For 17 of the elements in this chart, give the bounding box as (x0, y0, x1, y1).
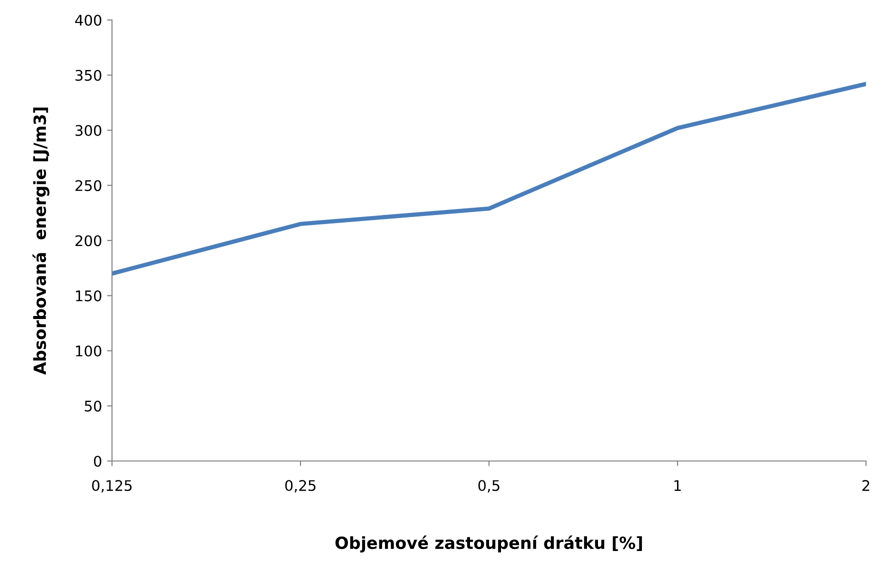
x-tick-label: 1 (674, 480, 681, 491)
x-tick-label: 0,5 (478, 480, 500, 493)
y-tick-label: 50 (84, 400, 102, 412)
y-tick-label: 350 (76, 70, 102, 81)
line-series (112, 82, 866, 276)
y-tick-label: 200 (76, 235, 102, 246)
y-tick-label: 250 (76, 180, 102, 192)
y-tick-label: 0 (94, 456, 102, 467)
y-tick-label: 300 (76, 124, 102, 136)
x-tick-label: 0,25 (285, 480, 316, 493)
x-tick-label: 0,125 (92, 480, 132, 493)
x-tick-label: 2 (862, 480, 870, 491)
y-tick-label: 150 (76, 290, 102, 302)
y-tick-label: 400 (75, 14, 102, 26)
y-axis-title: Absorbovaná energie [J/m3] (32, 108, 50, 375)
x-axis-title: Objemové zastoupení drátku [%] (335, 536, 642, 552)
y-tick-label: 100 (76, 345, 102, 356)
